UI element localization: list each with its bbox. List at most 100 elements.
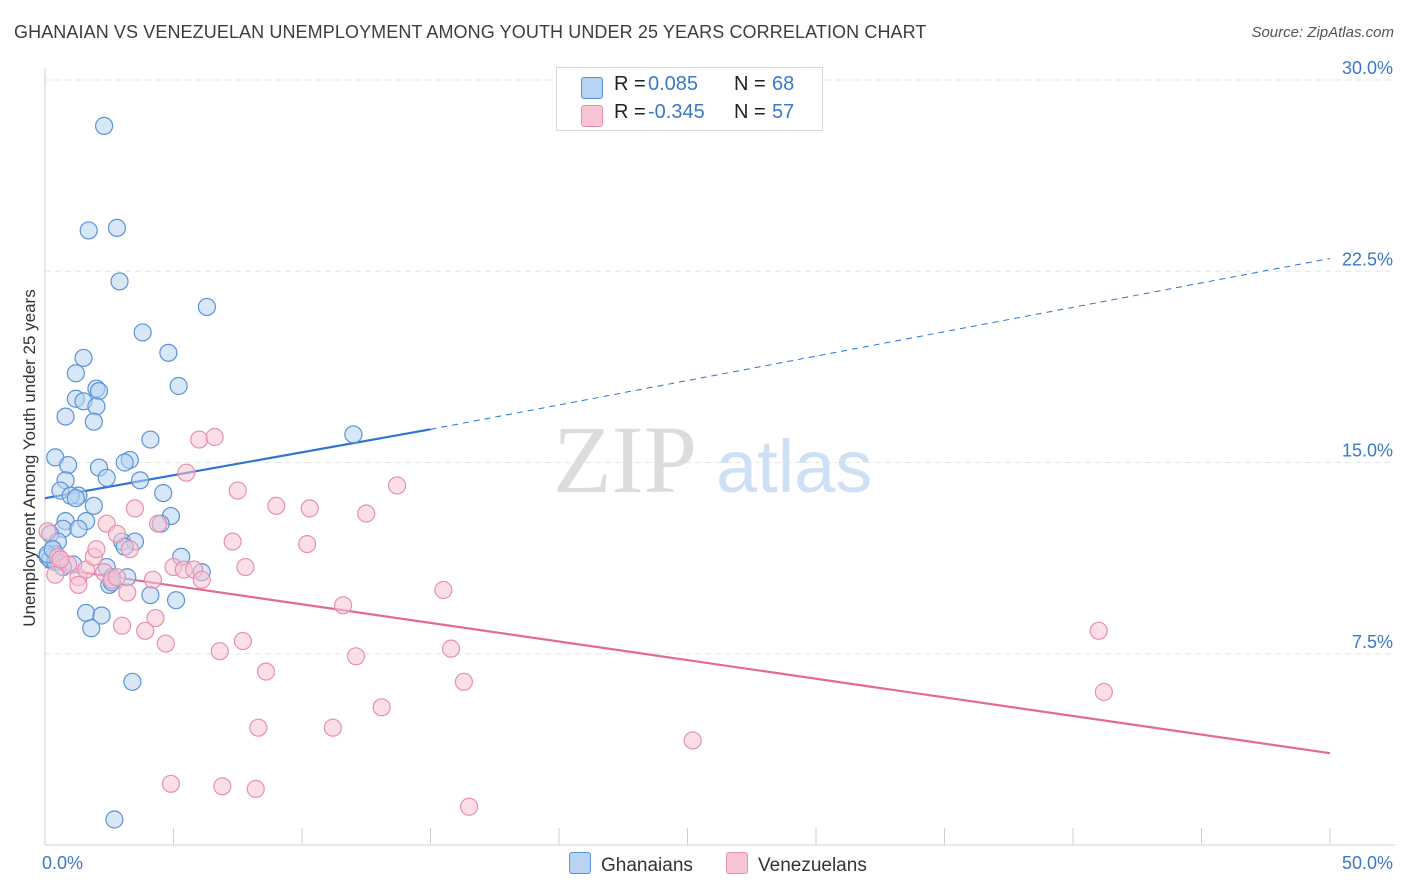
- n-label: N =: [734, 101, 766, 123]
- watermark-zip: ZIP: [553, 406, 697, 513]
- x-tick-label: 0.0%: [42, 853, 83, 873]
- watermark: ZIP atlas: [553, 406, 872, 513]
- ghanaian-point: [159, 343, 178, 362]
- n-value: 57: [772, 101, 795, 123]
- ghanaians-swatch: [581, 77, 603, 99]
- venezuelan-point: [236, 557, 255, 577]
- y-tick-label: 15.0%: [1342, 441, 1393, 461]
- ghanaian-point: [133, 323, 152, 342]
- venezuelans-legend-swatch: [726, 852, 748, 874]
- ghanaian-point: [59, 455, 78, 475]
- r-label: R =: [614, 73, 646, 95]
- ghanaian-point: [123, 672, 142, 691]
- venezuelan-point: [454, 672, 474, 691]
- venezuelan-point: [223, 532, 242, 551]
- ghanaian-point: [110, 272, 129, 291]
- ghanaian-point: [79, 221, 98, 240]
- r-value: 0.085: [648, 73, 699, 95]
- venezuelan-point: [213, 777, 232, 796]
- ghanaian-point: [169, 376, 188, 396]
- ghanaian-point: [130, 471, 150, 490]
- venezuelan-point: [233, 631, 252, 651]
- chart-title: GHANAIAN VS VENEZUELAN UNEMPLOYMENT AMON…: [14, 22, 927, 42]
- legend-item-venezuelans[interactable]: Venezuelans: [726, 852, 867, 877]
- ghanaian-point: [84, 496, 103, 515]
- y-tick-label: 22.5%: [1342, 249, 1393, 269]
- watermark-atlas: atlas: [716, 425, 872, 508]
- venezuelan-point: [434, 580, 453, 600]
- venezuelan-point: [120, 540, 139, 559]
- venezuelan-point: [346, 647, 366, 666]
- trend-layer: [44, 258, 1331, 755]
- venezuelan-point: [441, 639, 461, 658]
- venezuelan-point: [51, 550, 70, 569]
- venezuelan-point: [298, 534, 317, 554]
- venezuelan-point: [87, 540, 106, 559]
- venezuelan-point: [1094, 682, 1113, 702]
- venezuelan-point: [112, 616, 132, 635]
- venezuelan-point: [205, 427, 224, 447]
- ghanaian-point: [84, 412, 103, 431]
- venezuelan-point: [69, 575, 88, 595]
- legend-label: Ghanaians: [601, 855, 693, 876]
- axis-layer: 7.5% 15.0% 22.5% 30.0% 0.0% 50.0%: [42, 58, 1395, 873]
- venezuelan-point: [249, 718, 268, 737]
- venezuelan-point: [267, 496, 286, 515]
- ghanaian-point: [92, 606, 111, 625]
- x-tick-label: 50.0%: [1342, 853, 1393, 873]
- venezuelan-point: [334, 596, 353, 615]
- ghanaian-point: [166, 591, 186, 610]
- ghanaian-point: [74, 348, 93, 368]
- n-value: 68: [772, 73, 795, 95]
- venezuelan-point: [228, 481, 247, 500]
- venezuelan-point: [46, 565, 65, 584]
- points-layer: [38, 116, 1113, 829]
- n-label: N =: [734, 73, 766, 95]
- source-credit: Source: ZipAtlas.com: [1251, 24, 1394, 41]
- ghanaians-legend-swatch: [569, 852, 591, 874]
- venezuelan-point: [323, 718, 342, 737]
- venezuelan-point: [372, 698, 391, 717]
- ghanaians-trend-line: [44, 428, 431, 500]
- venezuelan-point: [190, 430, 209, 449]
- ghanaian-point: [154, 484, 173, 503]
- ghanaian-point: [82, 619, 101, 638]
- y-tick-label: 30.0%: [1342, 58, 1393, 78]
- ghanaians-trend-extension: [430, 258, 1331, 430]
- ghanaian-point: [87, 397, 106, 416]
- venezuelan-point: [210, 642, 229, 661]
- ghanaian-point: [97, 468, 116, 487]
- ghanaian-point: [56, 407, 75, 426]
- ghanaian-point: [115, 453, 134, 472]
- venezuelan-point: [459, 797, 479, 816]
- correlation-stats-box: R = 0.085 N = 68 R = -0.345 N = 57: [556, 67, 823, 131]
- venezuelan-point: [246, 779, 265, 799]
- legend-item-ghanaians[interactable]: Ghanaians: [569, 852, 693, 877]
- venezuelan-point: [118, 583, 137, 602]
- venezuelan-point: [136, 621, 155, 640]
- venezuelan-point: [143, 570, 163, 589]
- venezuelan-point: [683, 731, 702, 750]
- y-axis-label: Unemployment Among Youth under 25 years: [20, 289, 39, 626]
- venezuelan-point: [387, 476, 407, 495]
- venezuelans-trend-line: [44, 565, 1331, 755]
- venezuelan-point: [38, 522, 57, 541]
- venezuelan-point: [107, 524, 127, 544]
- y-tick-label: 7.5%: [1352, 632, 1393, 652]
- ghanaian-point: [197, 297, 217, 317]
- venezuelan-point: [146, 608, 165, 628]
- ghanaian-point: [89, 382, 109, 401]
- venezuelan-point: [256, 662, 276, 681]
- ghanaian-point: [66, 489, 85, 508]
- venezuelan-point: [177, 463, 196, 482]
- venezuelan-point: [357, 504, 376, 523]
- ghanaian-point: [344, 425, 363, 444]
- venezuelan-point: [125, 499, 145, 518]
- legend-label: Venezuelans: [758, 855, 867, 876]
- ghanaian-point: [107, 218, 127, 237]
- venezuelan-point: [161, 774, 181, 793]
- ghanaian-point: [77, 603, 96, 623]
- ghanaian-point: [105, 810, 124, 829]
- venezuelan-point: [148, 514, 168, 533]
